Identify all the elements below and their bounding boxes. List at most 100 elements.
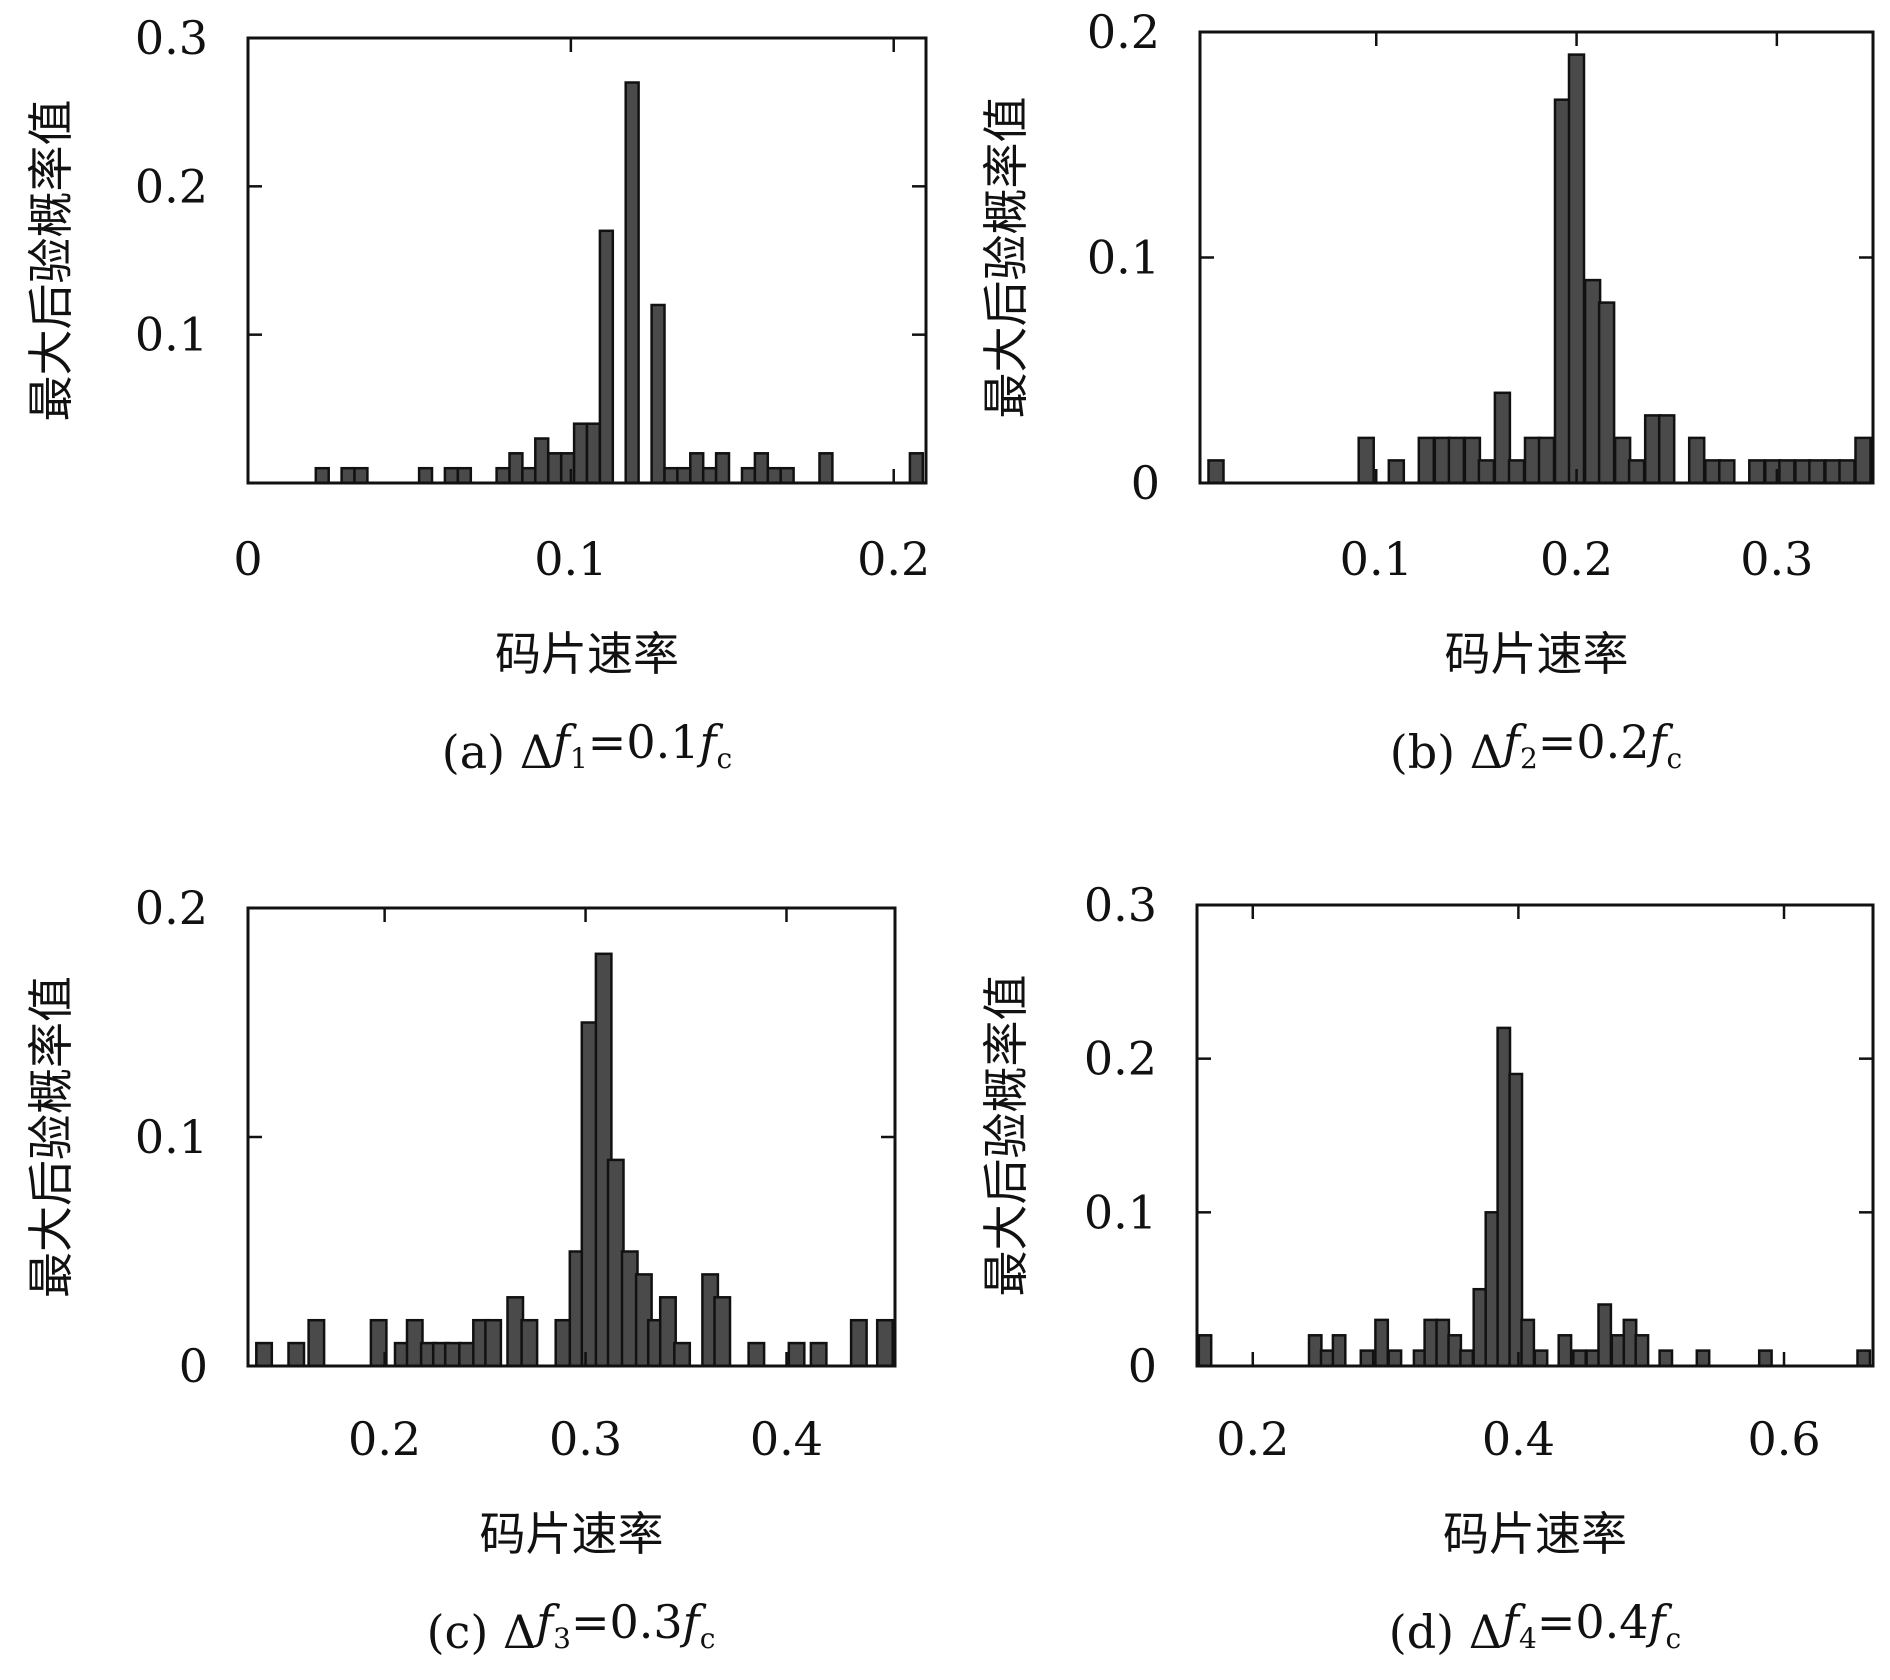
bar — [314, 466, 330, 485]
bar — [1757, 1349, 1773, 1368]
bar — [1634, 1334, 1650, 1368]
bar — [1572, 1349, 1587, 1368]
bar — [495, 466, 511, 485]
bar — [1597, 301, 1616, 485]
bar — [1307, 1334, 1323, 1368]
y-tick-label: 0.3 — [135, 11, 208, 65]
bar — [1507, 459, 1526, 485]
bar — [585, 422, 602, 485]
bar — [1423, 1318, 1439, 1368]
bar — [1331, 1334, 1347, 1368]
bar — [753, 452, 770, 485]
bar — [1520, 1318, 1536, 1368]
bar — [1533, 1349, 1549, 1368]
bar — [1433, 436, 1452, 485]
bar — [1417, 436, 1436, 485]
bar — [417, 466, 434, 485]
bar — [624, 81, 640, 485]
bar — [1493, 391, 1512, 485]
x-tick-label: 0.3 — [1740, 532, 1813, 586]
bar — [1387, 459, 1406, 485]
bar — [1695, 1349, 1711, 1368]
bar — [809, 1341, 828, 1368]
bar — [1808, 459, 1826, 485]
bar — [1748, 459, 1766, 485]
bar — [1207, 459, 1225, 485]
bar — [1374, 1318, 1390, 1368]
bar — [650, 303, 666, 485]
bar — [1387, 1349, 1403, 1368]
panel-d: 0.2 0.4 0.6 0 0.1 0.2 0.3 码片速率 最大后验概率值 (d) Δf4=0.… — [979, 878, 1875, 1659]
y-axis-label: 最大后验概率值 — [24, 976, 78, 1298]
y-tick-label: 0.1 — [1084, 1185, 1157, 1239]
plot-frame — [1198, 30, 1875, 485]
bar — [598, 229, 615, 485]
bar — [1585, 1349, 1601, 1368]
panel-a: 0 0.1 0.2 0.1 0.2 0.3 码片速率 最大后验概率值 (a) Δf1=0.1fc — [24, 11, 930, 779]
y-tick-label: 0 — [179, 1339, 208, 1393]
x-tick-label: 0.6 — [1747, 1412, 1820, 1466]
bar — [1459, 1349, 1475, 1368]
bar — [1537, 436, 1556, 485]
y-tick-label: 0 — [1128, 1339, 1157, 1393]
x-tick-label: 0.3 — [549, 1412, 622, 1466]
bar — [849, 1318, 868, 1368]
bar — [676, 466, 692, 485]
bar — [1197, 1334, 1213, 1368]
bar — [1627, 459, 1646, 485]
bar — [1687, 436, 1706, 485]
x-tick-label: 0.2 — [857, 532, 930, 586]
bar — [673, 1341, 692, 1368]
bar — [747, 1341, 766, 1368]
bar — [1856, 1349, 1872, 1368]
bar — [701, 466, 718, 485]
bar — [1567, 53, 1586, 485]
bar — [1447, 1334, 1463, 1368]
x-tick-label: 0.2 — [1216, 1412, 1289, 1466]
y-axis-label: 最大后验概率值 — [979, 975, 1033, 1297]
bar — [520, 1318, 539, 1368]
bar — [766, 466, 782, 485]
bar — [1447, 436, 1466, 485]
bar — [818, 452, 834, 485]
bar — [1657, 414, 1676, 485]
x-axis-label: 码片速率 — [1443, 1507, 1627, 1561]
bar — [1508, 1072, 1524, 1368]
bar — [1477, 459, 1496, 485]
x-axis-label: 码片速率 — [480, 1507, 664, 1561]
bar — [353, 466, 369, 485]
x-tick-label: 0.1 — [1340, 532, 1413, 586]
bar — [307, 1318, 326, 1368]
x-axis-label: 码片速率 — [495, 627, 679, 681]
bar — [1838, 459, 1856, 485]
y-tick-label: 0.2 — [1087, 5, 1160, 59]
bar — [1472, 1287, 1488, 1368]
bar — [1557, 1334, 1573, 1368]
bar — [875, 1318, 894, 1368]
y-tick-label: 0.2 — [135, 881, 208, 935]
y-tick-label: 0.1 — [135, 308, 208, 362]
bar — [787, 1341, 806, 1368]
y-tick-label: 0.3 — [1084, 878, 1157, 932]
bar — [443, 466, 460, 485]
bar — [1359, 1349, 1375, 1368]
y-axis-label: 最大后验概率值 — [979, 97, 1033, 419]
bar — [663, 466, 679, 485]
bar — [456, 466, 473, 485]
bar — [1496, 1026, 1512, 1368]
bar — [1658, 1349, 1674, 1368]
y-axis-label: 最大后验概率值 — [24, 100, 78, 422]
x-tick-label: 0.2 — [1540, 532, 1613, 586]
bar — [255, 1341, 274, 1368]
bar — [521, 466, 537, 485]
panel-b: 0.1 0.2 0.3 0 0.1 0.2 码片速率 最大后验概率值 (b) Δf2=0.2fc — [979, 5, 1875, 779]
y-tick-label: 0.2 — [1084, 1032, 1157, 1086]
bar — [1778, 459, 1796, 485]
plot-frame — [1195, 903, 1875, 1368]
bar — [1357, 436, 1375, 485]
x-tick-label: 0.4 — [1482, 1412, 1555, 1466]
bar — [1718, 459, 1736, 485]
plot-frame — [246, 36, 928, 485]
bar — [1597, 1303, 1613, 1368]
